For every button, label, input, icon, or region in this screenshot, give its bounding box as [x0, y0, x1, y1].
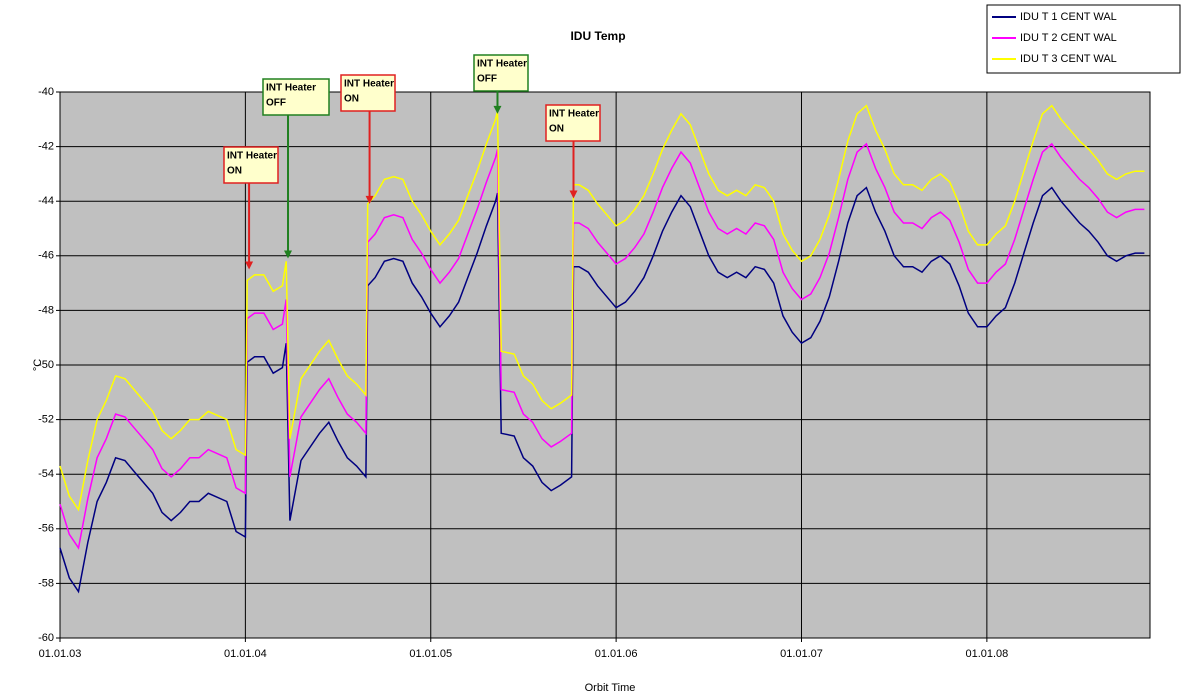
chart-title: IDU Temp [570, 29, 625, 43]
x-tick-label: 01.01.03 [39, 648, 82, 660]
annotation-text: ON [549, 124, 564, 135]
annotation-text: INT Heater [266, 83, 316, 94]
y-tick-label: -52 [38, 414, 54, 426]
y-tick-label: -46 [38, 250, 54, 262]
y-tick-label: -40 [38, 86, 54, 98]
y-tick-label: -48 [38, 304, 54, 316]
annotation-arrowhead [245, 261, 254, 270]
annotation-text: INT Heater [344, 79, 394, 90]
y-tick-label: -60 [38, 632, 54, 644]
x-tick-label: 01.01.08 [965, 648, 1008, 660]
annotation-box [545, 104, 601, 142]
annotation-text: ON [227, 166, 242, 177]
annotation-text: OFF [477, 74, 497, 85]
annotation-text: INT Heater [549, 109, 599, 120]
y-tick-label: -42 [38, 141, 54, 153]
x-tick-label: 01.01.06 [595, 648, 638, 660]
legend [986, 4, 1181, 74]
annotation-box [473, 54, 529, 92]
annotation-arrowhead [569, 190, 578, 199]
x-tick-label: 01.01.07 [780, 648, 823, 660]
annotation-text: ON [344, 94, 359, 105]
annotation-arrowhead [493, 105, 502, 114]
y-tick-label: -54 [38, 468, 54, 480]
annotation-arrowhead [284, 250, 293, 259]
legend-label: IDU T 2 CENT WAL [1020, 32, 1117, 44]
y-tick-label: -44 [38, 195, 54, 207]
y-tick-label: -56 [38, 523, 54, 535]
x-tick-label: 01.01.04 [224, 648, 267, 660]
legend-label: IDU T 1 CENT WAL [1020, 11, 1117, 23]
y-tick-label: -58 [38, 577, 54, 589]
legend-label: IDU T 3 CENT WAL [1020, 53, 1117, 65]
x-axis-label: Orbit Time [585, 682, 636, 694]
annotation-text: INT Heater [477, 59, 527, 70]
annotation-text: INT Heater [227, 151, 277, 162]
annotation-arrowhead [365, 195, 374, 204]
annotation-box [340, 74, 396, 112]
y-tick-label: -50 [38, 359, 54, 371]
y-axis-label: °C [32, 359, 44, 371]
annotation-box [223, 146, 279, 184]
annotation-box [262, 78, 330, 116]
x-tick-label: 01.01.05 [409, 648, 452, 660]
annotation-text: OFF [266, 98, 286, 109]
series-line [59, 104, 1145, 512]
